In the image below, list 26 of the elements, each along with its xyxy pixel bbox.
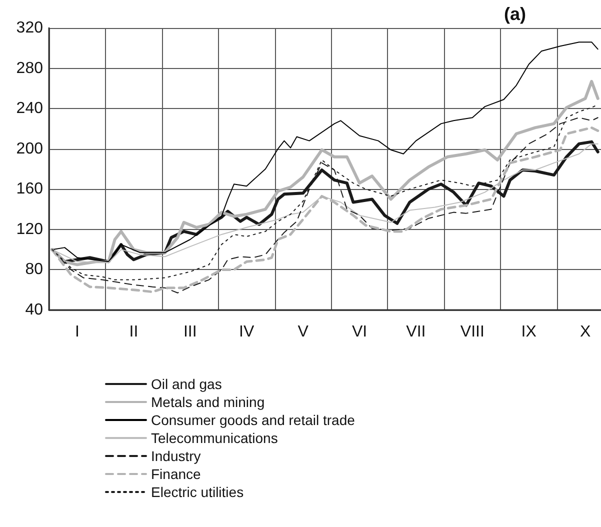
legend-label: Finance [151, 466, 202, 482]
legend-label: Metals and mining [151, 394, 265, 410]
y-tick-label: 120 [16, 220, 44, 238]
y-tick-label: 160 [16, 180, 44, 198]
y-tick-label: 280 [16, 60, 44, 77]
x-tick-label: VII [406, 324, 426, 340]
chart-title: (a) [504, 4, 526, 24]
legend-label: Oil and gas [151, 376, 222, 392]
y-tick-label: 320 [16, 20, 44, 36]
x-tick-label: VIII [460, 324, 484, 340]
x-tick-label: IX [521, 324, 537, 340]
x-tick-label: X [580, 324, 591, 340]
x-tick-label: VI [352, 324, 368, 340]
x-tick-label: III [183, 324, 197, 340]
legend-label: Industry [151, 448, 201, 464]
legend-label: Consumer goods and retail trade [151, 412, 356, 428]
x-tick-label: IV [239, 324, 254, 340]
y-tick-label: 200 [16, 140, 44, 158]
y-tick-label: 240 [16, 100, 44, 118]
x-tick-label: V [298, 324, 309, 340]
legend-label: Electric utilities [151, 484, 244, 500]
x-tick-label: I [75, 324, 80, 340]
y-tick-label: 40 [25, 302, 44, 318]
y-tick-label: 80 [25, 261, 44, 278]
x-tick-label: II [129, 324, 138, 340]
legend-label: Telecommunications [151, 430, 278, 446]
